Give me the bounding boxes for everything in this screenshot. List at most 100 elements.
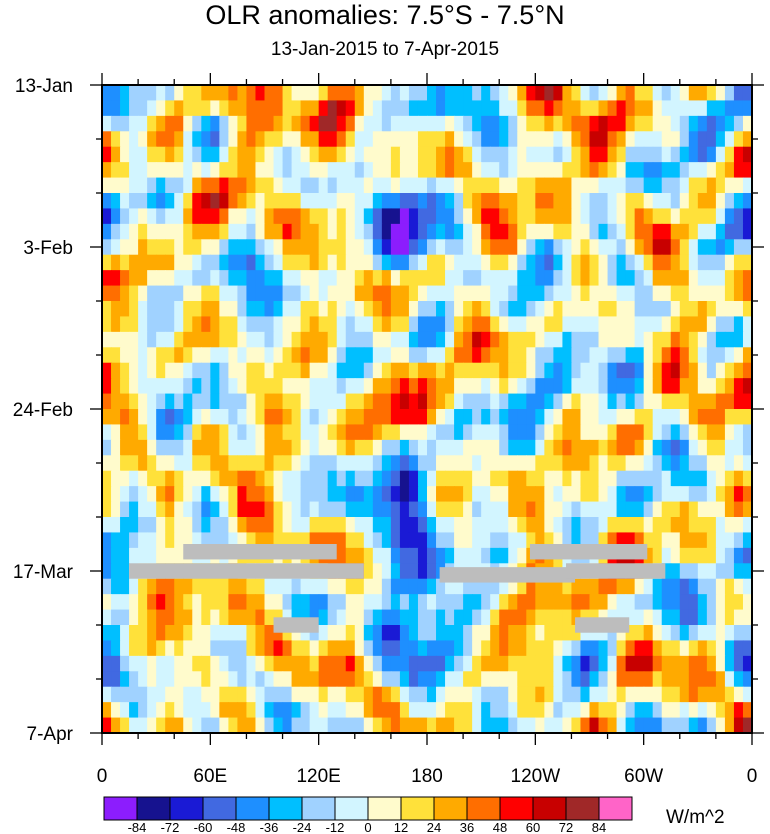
heatmap-cell — [472, 439, 482, 456]
heatmap-cell — [183, 409, 193, 426]
heatmap-cell — [156, 686, 166, 703]
heatmap-cell — [724, 100, 735, 117]
heatmap-cell — [417, 285, 428, 302]
heatmap-cell — [688, 625, 699, 642]
heatmap-cell — [715, 532, 726, 549]
heatmap-cell — [399, 100, 410, 117]
heatmap-cell — [499, 100, 509, 117]
heatmap-cell — [517, 578, 527, 595]
heatmap-cell — [372, 578, 383, 595]
heatmap-cell — [490, 578, 500, 595]
heatmap-cell — [417, 409, 428, 426]
heatmap-cell — [408, 594, 419, 611]
heatmap-cell — [634, 177, 645, 194]
heatmap-cell — [363, 486, 374, 503]
heatmap-cell — [282, 578, 293, 595]
heatmap-cell — [120, 362, 130, 379]
heatmap-cell — [399, 578, 410, 595]
heatmap-cell — [688, 285, 699, 302]
heatmap-cell — [643, 115, 654, 132]
heatmap-cell — [345, 193, 356, 210]
heatmap-cell — [670, 301, 681, 318]
heatmap-cell — [363, 640, 374, 657]
heatmap-cell — [733, 655, 744, 672]
heatmap-cell — [390, 717, 401, 733]
heatmap-cell — [490, 131, 500, 148]
heatmap-cell — [589, 362, 600, 379]
heatmap-cell — [715, 655, 726, 672]
heatmap-cell — [282, 131, 293, 148]
heatmap-cell — [345, 686, 356, 703]
heatmap-cell — [553, 177, 564, 194]
heatmap-cell — [625, 347, 636, 364]
heatmap-cell — [571, 455, 582, 472]
heatmap-cell — [255, 131, 266, 148]
heatmap-cell — [309, 486, 320, 503]
heatmap-cell — [589, 424, 600, 441]
heatmap-cell — [598, 85, 609, 102]
heatmap-cell — [345, 362, 356, 379]
heatmap-cell — [417, 547, 428, 564]
heatmap-cell — [661, 439, 672, 456]
heatmap-cell — [706, 115, 717, 132]
heatmap-cell — [390, 100, 401, 117]
heatmap-cell — [553, 655, 564, 672]
heatmap-cell — [417, 609, 428, 626]
heatmap-cell — [616, 393, 627, 410]
heatmap-cell — [472, 85, 482, 102]
heatmap-cell — [571, 146, 582, 163]
heatmap-cell — [472, 115, 482, 132]
heatmap-cell — [715, 439, 726, 456]
heatmap-cell — [634, 239, 645, 256]
heatmap-cell — [345, 640, 356, 657]
heatmap-cell — [634, 146, 645, 163]
heatmap-cell — [309, 717, 320, 733]
heatmap-cell — [679, 316, 690, 333]
heatmap-cell — [264, 717, 275, 733]
heatmap-cell — [445, 702, 455, 719]
heatmap-cell — [255, 640, 266, 657]
heatmap-cell — [183, 532, 193, 549]
heatmap-cell — [273, 177, 284, 194]
heatmap-cell — [183, 439, 193, 456]
heatmap-cell — [345, 100, 356, 117]
heatmap-cell — [291, 578, 302, 595]
heatmap-cell — [390, 671, 401, 688]
heatmap-cell — [580, 470, 591, 487]
heatmap-cell — [454, 578, 464, 595]
heatmap-cell — [616, 85, 627, 102]
heatmap-cell — [156, 115, 166, 132]
heatmap-cell — [661, 563, 672, 580]
heatmap-cell — [580, 625, 591, 642]
heatmap-cell — [652, 686, 663, 703]
heatmap-cell — [210, 301, 220, 318]
heatmap-cell — [336, 146, 347, 163]
heatmap-cell — [733, 625, 744, 642]
heatmap-cell — [264, 115, 275, 132]
heatmap-cell — [237, 625, 248, 642]
heatmap-cell — [183, 578, 193, 595]
colorbar-label: -48 — [227, 820, 246, 834]
heatmap-cell — [517, 655, 527, 672]
heatmap-cell — [454, 285, 464, 302]
heatmap-cell — [372, 625, 383, 642]
heatmap-cell — [634, 717, 645, 733]
heatmap-cell — [697, 563, 708, 580]
heatmap-cell — [670, 146, 681, 163]
heatmap-cell — [273, 115, 284, 132]
heatmap-cell — [363, 177, 374, 194]
heatmap-cell — [102, 208, 112, 225]
heatmap-cell — [102, 655, 112, 672]
heatmap-cell — [562, 85, 573, 102]
heatmap-cell — [201, 686, 211, 703]
heatmap-cell — [390, 316, 401, 333]
heatmap-cell — [201, 501, 211, 518]
heatmap-cell — [291, 146, 302, 163]
heatmap-cell — [652, 316, 663, 333]
heatmap-cell — [264, 609, 275, 626]
heatmap-cell — [273, 347, 284, 364]
heatmap-cell — [399, 470, 410, 487]
heatmap-cell — [481, 115, 491, 132]
heatmap-cell — [634, 470, 645, 487]
heatmap-cell — [183, 208, 193, 225]
